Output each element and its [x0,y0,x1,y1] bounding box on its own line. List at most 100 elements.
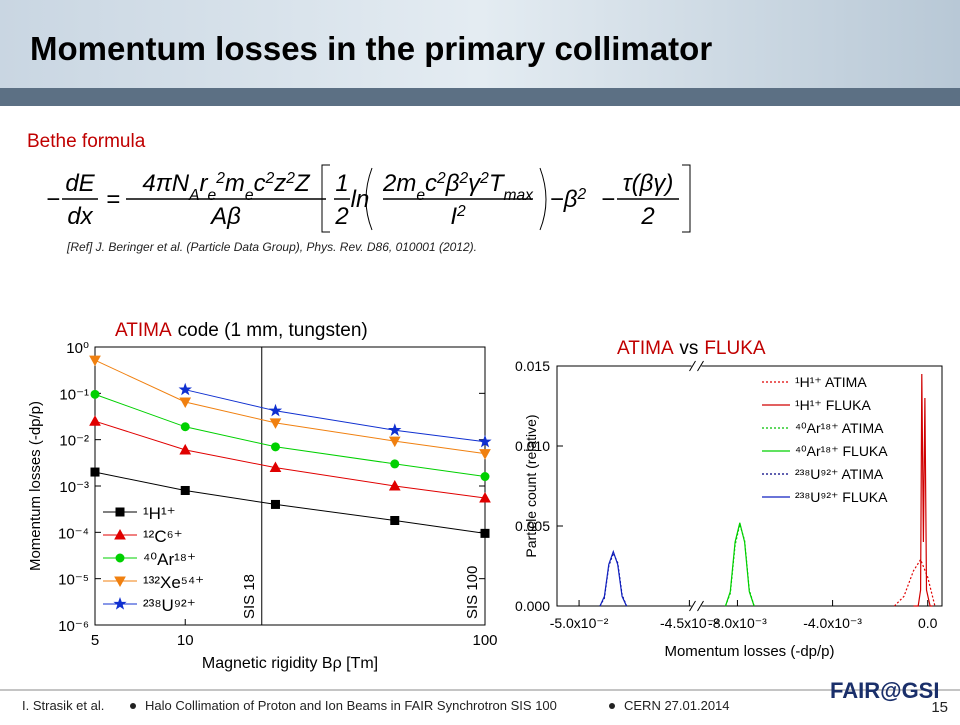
marker [390,459,400,469]
y-tick-label: 0.005 [515,518,550,534]
axis-break [689,360,704,372]
formula-text: −β2 [550,186,587,214]
marker [480,528,490,538]
formula-piece: r [200,170,209,197]
formula-numerator: dE [65,170,95,197]
formula-piece: 2 [265,170,275,187]
series-line [94,393,486,477]
formula-piece: 2 [479,170,489,187]
x-axis-label: Momentum losses (-dp/p) [664,643,834,660]
formula-piece: Z [294,170,311,197]
y-tick-label: 10⁻⁶ [58,618,89,635]
formula-denominator: 2 [334,203,348,230]
legend-marker [115,507,125,517]
y-axis-label: Particle count (relative) [523,414,539,557]
formula: −dEdx=4πNAre2mec2z2ZAβ12ln2mec2β2γ2TmaxI… [46,164,691,233]
y-tick-label: 0.000 [515,598,550,614]
formula-piece: Aβ [209,203,241,230]
formula-piece: − [601,186,615,213]
legend-label: ¹²C⁶⁺ [143,527,183,546]
legend-label: ¹H¹⁺ [143,504,176,523]
formula-piece: 2 [215,170,225,187]
y-tick-label: 10⁻³ [59,479,89,496]
y-axis-label: Momentum losses (-dp/p) [27,401,44,571]
marker [479,492,491,503]
x-axis-label: Magnetic rigidity Bρ [Tm] [202,655,378,672]
marker [179,443,192,455]
section-title: Bethe formula [27,131,146,152]
marker [270,499,280,509]
x-tick-label: -4.5x10⁻² [660,615,719,631]
formula-piece: 2 [436,170,446,187]
formula-numerator: 2mec2β2γ2Tmax [382,170,534,204]
legend-label: ⁴⁰Ar¹⁸⁺ ATIMA [795,420,884,436]
marker [388,479,401,491]
formula-denominator: 2 [640,203,654,230]
legend-label: ¹³²Xe⁵⁴⁺ [143,573,204,592]
marker [269,461,282,473]
formula-piece: β [445,170,460,197]
legend-label: ⁴⁰Ar¹⁸⁺ [143,550,196,569]
series-line [599,549,628,607]
marker [270,442,280,452]
header-band [0,88,960,106]
legend-label: ²³⁸U⁹²⁺ [143,596,196,615]
legend-label: ²³⁸U⁹²⁺ FLUKA [795,489,888,505]
series-line [913,373,933,607]
marker [90,389,100,399]
formula-piece: 4πN [142,170,189,197]
axis-break-gap [691,362,702,370]
chart-title-part: ATIMA [115,320,172,341]
formula-piece: m [225,170,245,197]
formula-piece: I [450,203,457,230]
y-tick-label: 10⁰ [66,340,89,357]
marker [268,403,283,417]
legend-label: ²³⁸U⁹²⁺ ATIMA [795,466,884,482]
formula-denominator: I2 [450,203,466,231]
formula-numerator: 4πNAre2mec2z2Z [142,170,311,204]
formula-piece: τ(βγ) [623,170,674,197]
series-line [185,389,486,443]
marker [478,434,492,448]
formula-piece: 2 [456,203,466,220]
marker [179,397,192,409]
formula-piece: ln [351,186,370,213]
footer-talk: Halo Collimation of Proton and Ion Beams… [145,698,557,713]
chart-title-part: FLUKA [704,338,766,359]
formula-denominator: Aβ [209,203,241,230]
y-tick-label: 10⁻¹ [59,386,89,403]
reference-label: SIS 100 [464,566,481,619]
footer-bullet [609,703,615,709]
footer-bullet [130,703,136,709]
formula-piece: 2 [640,203,654,230]
formula-piece: = [106,186,120,213]
reference: [Ref] J. Beringer et al. (Particle Data … [66,240,477,254]
marker [390,516,400,526]
legend-label: ⁴⁰Ar¹⁸⁺ FLUKA [795,443,888,459]
x-tick-label: 10 [177,632,194,649]
formula-piece: 2m [382,170,416,197]
x-tick-label: -5.0x10⁻² [550,615,609,631]
paren-left [365,167,373,231]
formula-numerator: 1 [335,170,348,197]
chart-title: ATIMA code (1 mm, tungsten) [115,320,368,341]
y-tick-label: 10⁻⁵ [58,572,89,589]
marker [178,382,193,396]
formula-piece: e [208,187,217,204]
axis-break-gap [691,602,702,610]
formula-text: = [106,186,120,213]
formula-piece: 2 [334,203,348,230]
legend-marker [113,596,127,610]
marker [89,355,101,367]
formula-piece: 2 [458,170,468,187]
formula-text: − [46,186,60,213]
x-tick-label: 5 [91,632,99,649]
formula-piece: −β [550,186,578,213]
series-line [724,522,755,607]
footer-author: I. Strasik et al. [22,698,104,713]
formula-denominator: dx [67,203,93,230]
formula-text: − [601,186,615,213]
formula-piece: T [489,170,506,197]
